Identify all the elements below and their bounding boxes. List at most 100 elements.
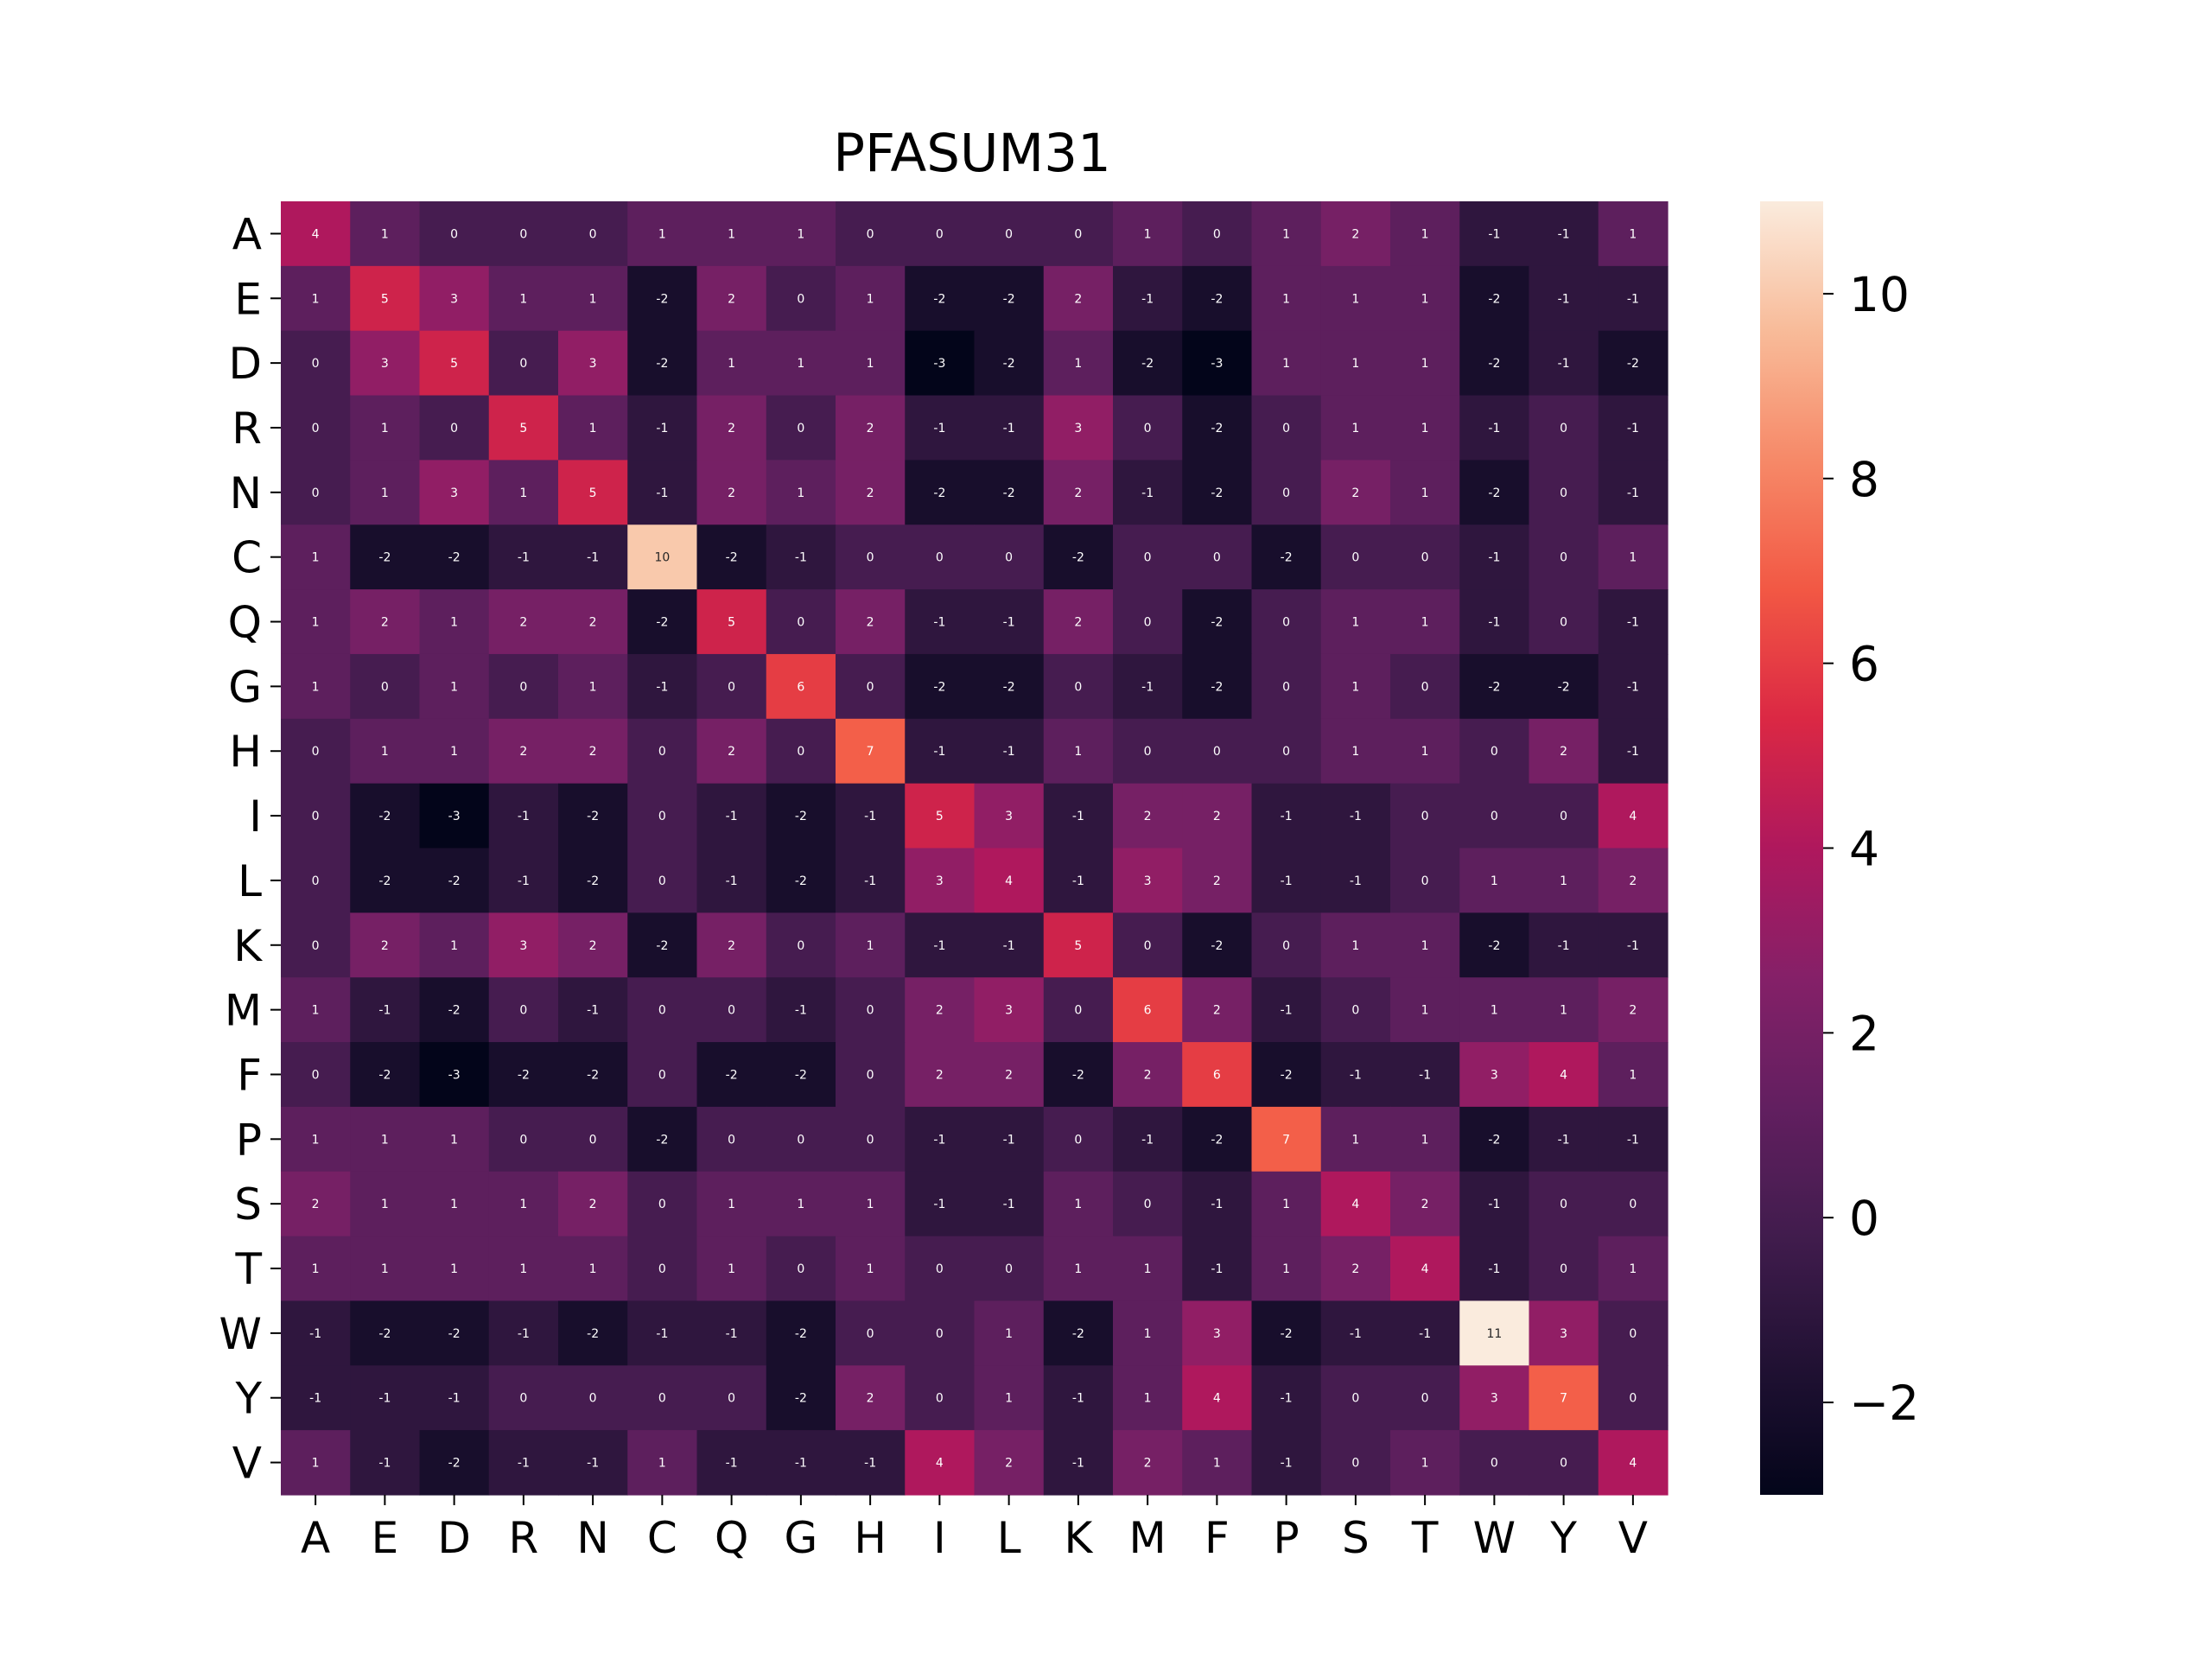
heatmap-cell	[1459, 977, 1530, 1043]
x-tick-label: G	[785, 1513, 818, 1563]
heatmap-cell	[1529, 1365, 1599, 1431]
cell-value-label: -1	[864, 810, 876, 823]
heatmap-cell	[1113, 1300, 1183, 1366]
cell-value-label: 1	[519, 1198, 527, 1211]
cell-value-label: -1	[1003, 745, 1015, 759]
cell-value-label: 4	[1629, 1457, 1637, 1471]
heatmap-cell	[1182, 1300, 1253, 1366]
cell-value-label: -2	[726, 551, 738, 565]
cell-value-label: -2	[1281, 1068, 1293, 1082]
y-tick-label: P	[236, 1115, 262, 1165]
cell-value-label: 2	[519, 745, 527, 759]
cell-value-label: 3	[1213, 1327, 1221, 1341]
heatmap-cell	[1251, 653, 1322, 720]
cell-value-label: 0	[1560, 1457, 1567, 1471]
cell-value-label: 2	[1144, 810, 1152, 823]
heatmap-cell	[1390, 718, 1460, 785]
cell-value-label: -2	[587, 1068, 599, 1082]
cell-value-label: 0	[1560, 616, 1567, 630]
cell-value-label: -1	[933, 1133, 945, 1147]
heatmap-cell	[1043, 1365, 1114, 1431]
cell-value-label: -2	[933, 486, 945, 500]
cell-value-label: 5	[450, 357, 458, 371]
cell-value-label: 1	[312, 616, 320, 630]
heatmap-cell	[558, 1106, 628, 1173]
x-tick-label: P	[1274, 1513, 1300, 1563]
heatmap-cell	[1320, 460, 1391, 525]
y-tick-label: F	[237, 1050, 262, 1100]
cell-value-label: -2	[1003, 486, 1015, 500]
heatmap-cell	[488, 201, 559, 267]
heatmap-cell	[905, 912, 976, 978]
heatmap-cell	[350, 1106, 421, 1173]
cell-value-label: -1	[1281, 810, 1293, 823]
cell-value-label: 0	[312, 939, 320, 953]
cell-value-label: 0	[1144, 422, 1152, 435]
cell-value-label: 0	[1491, 1457, 1498, 1471]
heatmap-cell	[696, 912, 767, 978]
cell-value-label: 1	[1005, 1327, 1013, 1341]
cell-value-label: 0	[519, 1392, 527, 1406]
y-tick-label: I	[249, 791, 262, 842]
cell-value-label: 0	[312, 745, 320, 759]
cell-value-label: -1	[309, 1327, 321, 1341]
cell-value-label: 0	[1005, 1262, 1013, 1276]
heatmap-cell	[1598, 330, 1669, 397]
heatmap-cell	[1320, 201, 1391, 267]
cell-value-label: -1	[1627, 939, 1639, 953]
cell-value-label: 0	[519, 1133, 527, 1147]
cell-value-label: -1	[378, 1004, 391, 1018]
heatmap-cell	[1459, 589, 1530, 655]
cell-value-label: -1	[378, 1457, 391, 1471]
cell-value-label: -2	[1003, 680, 1015, 694]
cell-value-label: 0	[1282, 745, 1290, 759]
heatmap-cell	[350, 460, 421, 525]
cell-value-label: 2	[728, 745, 735, 759]
cell-value-label: -3	[448, 810, 461, 823]
cell-value-label: 6	[797, 680, 804, 694]
heatmap-cell	[1251, 1236, 1322, 1302]
heatmap-cell	[488, 1236, 559, 1302]
heatmap-cell	[419, 265, 490, 332]
cell-value-label: 1	[1351, 939, 1359, 953]
cell-value-label: 0	[797, 422, 804, 435]
x-tick-label: A	[301, 1513, 330, 1563]
cell-value-label: 0	[1213, 227, 1221, 241]
heatmap-cell	[1598, 1171, 1669, 1237]
cell-value-label: 0	[1629, 1327, 1637, 1341]
heatmap-cell	[1113, 1171, 1183, 1237]
cell-value-label: 0	[1005, 551, 1013, 565]
heatmap-cell	[1390, 460, 1460, 525]
cell-value-label: -1	[1350, 874, 1362, 888]
heatmap-cell	[974, 848, 1045, 913]
cell-value-label: 0	[519, 357, 527, 371]
heatmap-cell	[281, 848, 351, 913]
heatmap-cell	[766, 201, 836, 267]
cell-value-label: -2	[1627, 357, 1639, 371]
heatmap-cell	[488, 524, 559, 590]
heatmap-cell	[488, 848, 559, 913]
heatmap-cell	[696, 848, 767, 913]
x-tick-label: C	[647, 1513, 677, 1563]
heatmap-cell	[419, 718, 490, 785]
heatmap-cell	[558, 1430, 628, 1496]
heatmap-cell	[1251, 1300, 1322, 1366]
cell-value-label: 0	[728, 1392, 735, 1406]
heatmap-cell	[1113, 460, 1183, 525]
cell-value-label: 0	[1144, 939, 1152, 953]
cell-value-label: 1	[1282, 227, 1290, 241]
cell-value-label: 0	[658, 1262, 666, 1276]
y-tick-label: K	[233, 921, 263, 971]
heatmap-cell	[558, 977, 628, 1043]
heatmap-cell	[766, 460, 836, 525]
heatmap-cell	[627, 848, 698, 913]
cell-value-label: -2	[587, 1327, 599, 1341]
heatmap-cell	[627, 265, 698, 332]
cell-value-label: -1	[518, 810, 530, 823]
x-tick-label: S	[1342, 1513, 1370, 1563]
heatmap-cell	[1598, 912, 1669, 978]
cell-value-label: 2	[1629, 1004, 1637, 1018]
heatmap-cell	[766, 589, 836, 655]
heatmap-cell	[1251, 201, 1322, 267]
cell-value-label: 2	[381, 939, 389, 953]
